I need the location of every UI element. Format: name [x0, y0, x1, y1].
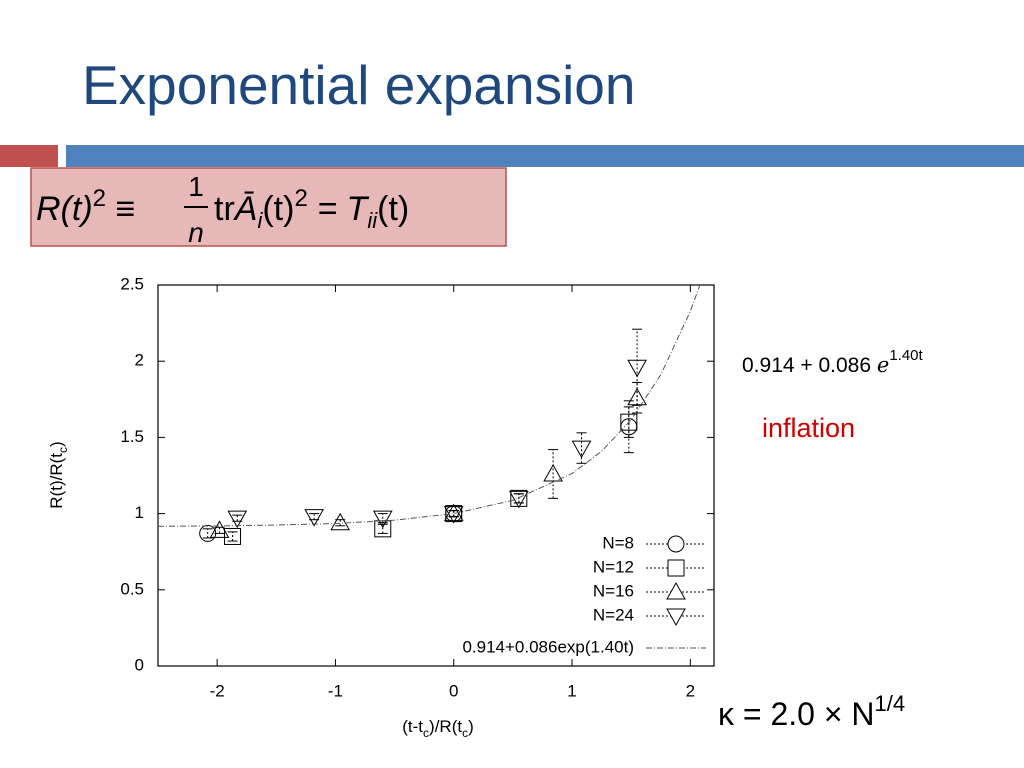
- axis-label-part: c: [462, 726, 468, 740]
- legend-label: N=16: [593, 581, 634, 600]
- axis-label-part: ): [47, 441, 66, 447]
- formula-part: (t): [377, 190, 409, 228]
- x-tick-label: -1: [328, 681, 343, 700]
- legend-key: [646, 535, 706, 553]
- y-tick-label: 1: [135, 503, 144, 522]
- axis-label-part: )/R(t: [429, 717, 462, 736]
- point: [304, 509, 325, 527]
- formula-part: n: [188, 217, 204, 248]
- fit-line: [158, 285, 701, 527]
- kappa-part: 1/4: [875, 691, 906, 716]
- formula-part: ≡: [106, 190, 135, 228]
- header-bar: [66, 145, 1024, 167]
- legend-marker: [666, 581, 686, 600]
- axis-label-part: (t-t: [402, 717, 423, 736]
- formula-part: (t): [262, 190, 294, 228]
- formula: R(t)2 ≡: [36, 185, 135, 228]
- formula-part: R(t): [36, 190, 93, 228]
- point: [571, 440, 592, 459]
- slide-title: Exponential expansion: [82, 54, 635, 116]
- y-tick-label: 0: [135, 655, 144, 674]
- legend-label: N=8: [602, 533, 634, 552]
- formula-part: 1: [188, 171, 204, 202]
- point: [372, 510, 393, 529]
- accent-bar: [0, 145, 58, 167]
- legend-marker: [667, 535, 685, 553]
- axis-label: R(t)/R(tc): [47, 441, 70, 508]
- point: [330, 512, 351, 531]
- axis-label-part: ): [468, 717, 474, 736]
- fit-note-part: e: [877, 353, 889, 377]
- formula-part: ii: [367, 208, 378, 233]
- legend-marker: [667, 559, 685, 577]
- legend-label: N=24: [593, 605, 634, 624]
- point: [508, 490, 529, 509]
- plot: 00.511.522.5-2 -1 0 1 2(t-tc)/R(tc)R(t)/R(tc…: [47, 274, 714, 740]
- y-tick-label: 2.5: [120, 274, 144, 293]
- point: [227, 510, 248, 529]
- y-tick-label: 0.5: [120, 579, 144, 598]
- fit-note: 0.914 + 0.086 e1.40t: [742, 347, 924, 377]
- legend-key: [646, 559, 706, 577]
- plot-frame: [157, 284, 715, 667]
- formula-part: i: [257, 208, 263, 233]
- axis-label-part: R(t)/R(t: [47, 453, 66, 509]
- fit-note-part: 0.914 + 0.086: [742, 354, 877, 377]
- kappa-formula: κ = 2.0 × N1/4: [718, 691, 905, 732]
- x-tick-label: 2: [686, 681, 695, 700]
- legend-label: N=12: [593, 557, 634, 576]
- formula-part: = T: [308, 190, 370, 228]
- x-tick-label: -2: [210, 681, 225, 700]
- axis-label-part: c: [56, 447, 70, 453]
- formula-part: tr: [214, 190, 235, 228]
- fit-note-part: 1.40t: [889, 347, 923, 364]
- legend-key: [646, 608, 706, 627]
- formula-part: 2: [93, 185, 106, 212]
- axis-label-part: c: [423, 726, 429, 740]
- formula-box: [30, 167, 507, 247]
- legend-marker: [666, 608, 686, 627]
- legend-key: [646, 581, 706, 600]
- x-tick-label: 0: [449, 681, 458, 700]
- point: [224, 527, 242, 545]
- point: [209, 520, 230, 538]
- x-tick-label: 1: [567, 681, 576, 700]
- y-tick-label: 2: [135, 351, 144, 370]
- axis-label: (t-tc)/R(tc): [402, 717, 474, 740]
- formula-part: 2: [294, 185, 307, 212]
- y-tick-label: 1.5: [120, 427, 144, 446]
- formula: trĀi(t)2 = Tii(t): [214, 185, 409, 233]
- point: [543, 463, 563, 482]
- formula-part: Ā: [233, 190, 258, 228]
- legend-label: 0.914+0.086exp(1.40t): [462, 637, 634, 656]
- point: [627, 359, 647, 378]
- point: [620, 413, 638, 431]
- kappa-part: κ = 2.0 × N: [718, 696, 875, 732]
- inflation-label: inflation: [762, 413, 855, 443]
